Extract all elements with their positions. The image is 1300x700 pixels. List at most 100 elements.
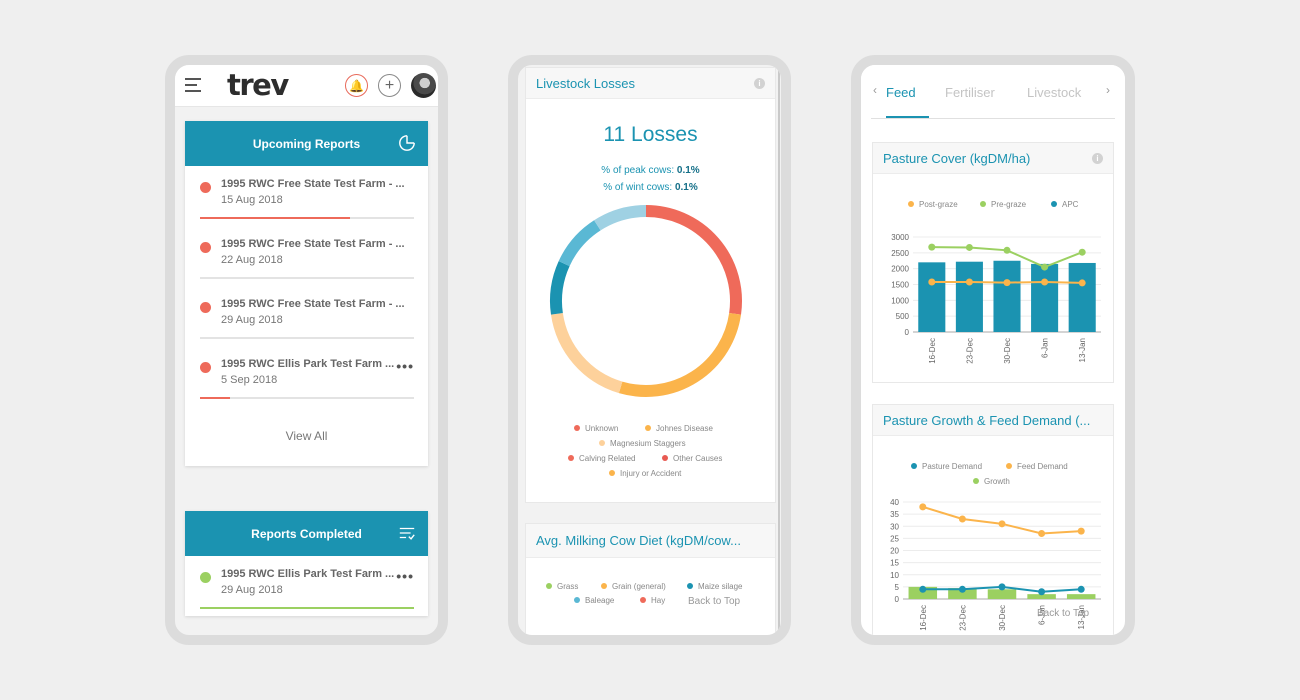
data-point: [1038, 530, 1046, 538]
report-list-item[interactable]: 1995 RWC Free State Test Farm - ... 29 Au…: [185, 286, 428, 346]
reports-completed-title: Reports Completed: [251, 526, 362, 541]
legend-item[interactable]: Calving Related: [568, 454, 635, 463]
donut-slice[interactable]: [558, 220, 601, 267]
legend-label: Grass: [557, 582, 579, 591]
bar: [948, 588, 977, 599]
report-list-item[interactable]: 1995 RWC Free State Test Farm - ... 22 Au…: [185, 226, 428, 286]
bar: [1068, 262, 1096, 332]
legend-item[interactable]: Maize silage: [687, 582, 742, 591]
legend-swatch: [911, 463, 917, 469]
data-point: [928, 278, 936, 286]
bar: [955, 261, 983, 332]
legend-item[interactable]: APC: [1051, 200, 1078, 209]
livestock-losses-panel: Livestock Losses i 11 Losses % of peak c…: [525, 67, 776, 503]
bar: [993, 260, 1021, 332]
legend-swatch: [601, 583, 607, 589]
report-date: 22 Aug 2018: [221, 254, 283, 266]
progress-bar: [200, 277, 414, 279]
donut-slice[interactable]: [645, 205, 742, 315]
progress-bar: [200, 217, 414, 219]
tab-livestock[interactable]: Livestock: [1027, 85, 1082, 100]
legend-item[interactable]: Grain (general): [601, 582, 666, 591]
legend-label: Post-graze: [919, 200, 958, 209]
x-tick-label: 23-Dec: [965, 338, 974, 364]
upcoming-reports-header: Upcoming Reports: [185, 121, 428, 166]
notification-bell-icon[interactable]: 🔔: [345, 74, 368, 97]
bar: [918, 262, 946, 332]
app-logo: trev: [227, 68, 289, 102]
scrollbar[interactable]: [778, 65, 780, 635]
data-point: [958, 515, 966, 523]
pasture-growth-panel: Pasture Growth & Feed Demand (... Pastur…: [872, 404, 1114, 635]
legend-label: Pre-graze: [991, 200, 1027, 209]
donut-slice[interactable]: [618, 312, 742, 397]
donut-slice[interactable]: [550, 312, 623, 394]
info-icon[interactable]: i: [1092, 153, 1103, 164]
legend-item[interactable]: Growth: [973, 477, 1010, 486]
y-tick-label: 30: [890, 522, 899, 531]
legend-item[interactable]: Magnesium Staggers: [599, 439, 686, 448]
y-tick-label: 15: [890, 559, 899, 568]
donut-slice[interactable]: [550, 261, 570, 315]
report-date: 29 Aug 2018: [221, 584, 283, 596]
legend-swatch: [645, 425, 651, 431]
data-point: [965, 243, 973, 251]
view-all-link[interactable]: View All: [285, 429, 328, 443]
legend-swatch: [908, 201, 914, 207]
legend-item[interactable]: Feed Demand: [1006, 462, 1068, 471]
donut-slice[interactable]: [594, 205, 647, 231]
more-options-icon[interactable]: •••: [396, 358, 414, 374]
legend-item[interactable]: Johnes Disease: [645, 424, 713, 433]
report-list-item[interactable]: 1995 RWC Free State Test Farm - ... 15 Au…: [185, 166, 428, 226]
legend-label: Other Causes: [673, 454, 723, 463]
report-date: 15 Aug 2018: [221, 194, 283, 206]
y-tick-label: 0: [895, 595, 900, 604]
y-tick-label: 2000: [891, 265, 909, 274]
legend-label: Feed Demand: [1017, 462, 1068, 471]
legend-item[interactable]: Other Causes: [662, 454, 722, 463]
y-tick-label: 1500: [891, 281, 909, 290]
avatar[interactable]: [411, 73, 436, 98]
report-list-item[interactable]: 1995 RWC Ellis Park Test Farm ... 29 Aug …: [185, 556, 428, 616]
legend-item[interactable]: Post-graze: [908, 200, 958, 209]
chevron-left-icon[interactable]: ‹: [873, 83, 877, 97]
data-point: [1038, 588, 1046, 596]
report-title: 1995 RWC Free State Test Farm - ...: [221, 238, 405, 250]
data-point: [1041, 278, 1049, 286]
data-point: [1077, 527, 1085, 535]
report-list-item[interactable]: 1995 RWC Ellis Park Test Farm ... 5 Sep 2…: [185, 346, 428, 406]
pasture-growth-title: Pasture Growth & Feed Demand (...: [883, 412, 1091, 428]
legend-swatch: [574, 425, 580, 431]
chevron-right-icon[interactable]: ›: [1106, 83, 1110, 97]
peak-cows-value: 0.1%: [676, 165, 700, 176]
y-tick-label: 40: [890, 498, 899, 507]
phone-feed: ‹ Feed Fertiliser Livestock › Pasture Co…: [851, 55, 1135, 645]
legend-label: Injury or Accident: [620, 469, 682, 478]
pie-chart-icon[interactable]: [398, 134, 416, 152]
peak-cows-label: % of peak cows:: [601, 165, 675, 176]
back-to-top-link[interactable]: Back to Top: [688, 596, 741, 607]
legend-item[interactable]: Pre-graze: [980, 200, 1026, 209]
legend-item[interactable]: Injury or Accident: [609, 469, 681, 478]
bar: [1027, 594, 1056, 599]
legend-item[interactable]: Grass: [546, 582, 578, 591]
y-tick-label: 3000: [891, 233, 909, 242]
legend-item[interactable]: Baleage: [574, 596, 614, 605]
x-tick-label: 30-Dec: [998, 605, 1007, 631]
tab-fertiliser[interactable]: Fertiliser: [945, 85, 995, 100]
legend-label: Maize silage: [698, 582, 743, 591]
add-icon[interactable]: +: [378, 74, 401, 97]
legend-item[interactable]: Hay: [640, 596, 665, 605]
y-tick-label: 2500: [891, 249, 909, 258]
back-to-top-link[interactable]: Back to Top: [1037, 608, 1090, 619]
info-icon[interactable]: i: [754, 78, 765, 89]
filter-list-icon[interactable]: [398, 524, 416, 542]
legend-item[interactable]: Pasture Demand: [911, 462, 982, 471]
menu-icon[interactable]: [185, 78, 201, 92]
legend-item[interactable]: Unknown: [574, 424, 618, 433]
status-dot: [200, 572, 211, 583]
diet-panel: Avg. Milking Cow Diet (kgDM/cow... Grass…: [525, 523, 776, 635]
more-options-icon[interactable]: •••: [396, 568, 414, 584]
tab-feed[interactable]: Feed: [886, 85, 916, 100]
reports-completed-header: Reports Completed: [185, 511, 428, 556]
